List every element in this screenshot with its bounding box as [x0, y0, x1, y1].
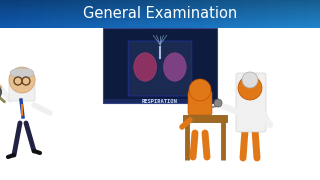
FancyBboxPatch shape: [236, 73, 266, 132]
Polygon shape: [0, 6, 320, 7]
Polygon shape: [149, 0, 160, 28]
Polygon shape: [0, 12, 320, 13]
Polygon shape: [245, 0, 256, 28]
Polygon shape: [0, 5, 320, 6]
Polygon shape: [309, 0, 320, 28]
Polygon shape: [104, 99, 216, 103]
Polygon shape: [0, 8, 320, 9]
Polygon shape: [267, 0, 277, 28]
Polygon shape: [96, 0, 107, 28]
Polygon shape: [171, 0, 181, 28]
Polygon shape: [0, 21, 320, 22]
Polygon shape: [0, 19, 320, 20]
Polygon shape: [43, 0, 53, 28]
Polygon shape: [0, 0, 11, 28]
Polygon shape: [107, 0, 117, 28]
Polygon shape: [0, 17, 320, 18]
Polygon shape: [75, 0, 85, 28]
Polygon shape: [160, 0, 171, 28]
Polygon shape: [0, 3, 320, 4]
Polygon shape: [0, 14, 320, 15]
FancyBboxPatch shape: [9, 75, 35, 101]
Polygon shape: [0, 0, 320, 1]
Polygon shape: [235, 0, 245, 28]
Polygon shape: [0, 13, 320, 14]
Ellipse shape: [134, 53, 156, 81]
Polygon shape: [0, 22, 320, 23]
Polygon shape: [0, 10, 320, 11]
Polygon shape: [85, 0, 96, 28]
Polygon shape: [0, 7, 320, 8]
Polygon shape: [0, 16, 320, 17]
FancyBboxPatch shape: [188, 91, 212, 115]
Polygon shape: [0, 1, 320, 2]
Polygon shape: [0, 9, 320, 10]
Circle shape: [9, 67, 35, 93]
Polygon shape: [0, 11, 320, 12]
Polygon shape: [0, 4, 320, 5]
Polygon shape: [103, 28, 217, 103]
Polygon shape: [64, 0, 75, 28]
Polygon shape: [21, 0, 32, 28]
Polygon shape: [139, 0, 149, 28]
Polygon shape: [0, 15, 320, 16]
Polygon shape: [32, 0, 43, 28]
Polygon shape: [11, 0, 21, 28]
Circle shape: [238, 76, 262, 100]
Circle shape: [214, 99, 222, 107]
Polygon shape: [203, 0, 213, 28]
Polygon shape: [256, 0, 267, 28]
Polygon shape: [277, 0, 288, 28]
Polygon shape: [53, 0, 64, 28]
Circle shape: [242, 72, 258, 88]
Polygon shape: [288, 0, 299, 28]
Polygon shape: [213, 0, 224, 28]
Polygon shape: [0, 2, 320, 3]
Ellipse shape: [10, 68, 34, 78]
Polygon shape: [183, 115, 227, 122]
Polygon shape: [181, 0, 192, 28]
Polygon shape: [128, 0, 139, 28]
Circle shape: [0, 85, 1, 99]
Polygon shape: [117, 0, 128, 28]
Polygon shape: [224, 0, 235, 28]
Polygon shape: [192, 0, 203, 28]
FancyBboxPatch shape: [128, 41, 192, 96]
Text: RESPIRATION: RESPIRATION: [142, 99, 178, 104]
Polygon shape: [299, 0, 309, 28]
Polygon shape: [0, 20, 320, 21]
Text: General Examination: General Examination: [83, 6, 237, 21]
Ellipse shape: [164, 53, 186, 81]
Circle shape: [189, 79, 211, 101]
Polygon shape: [0, 18, 320, 19]
